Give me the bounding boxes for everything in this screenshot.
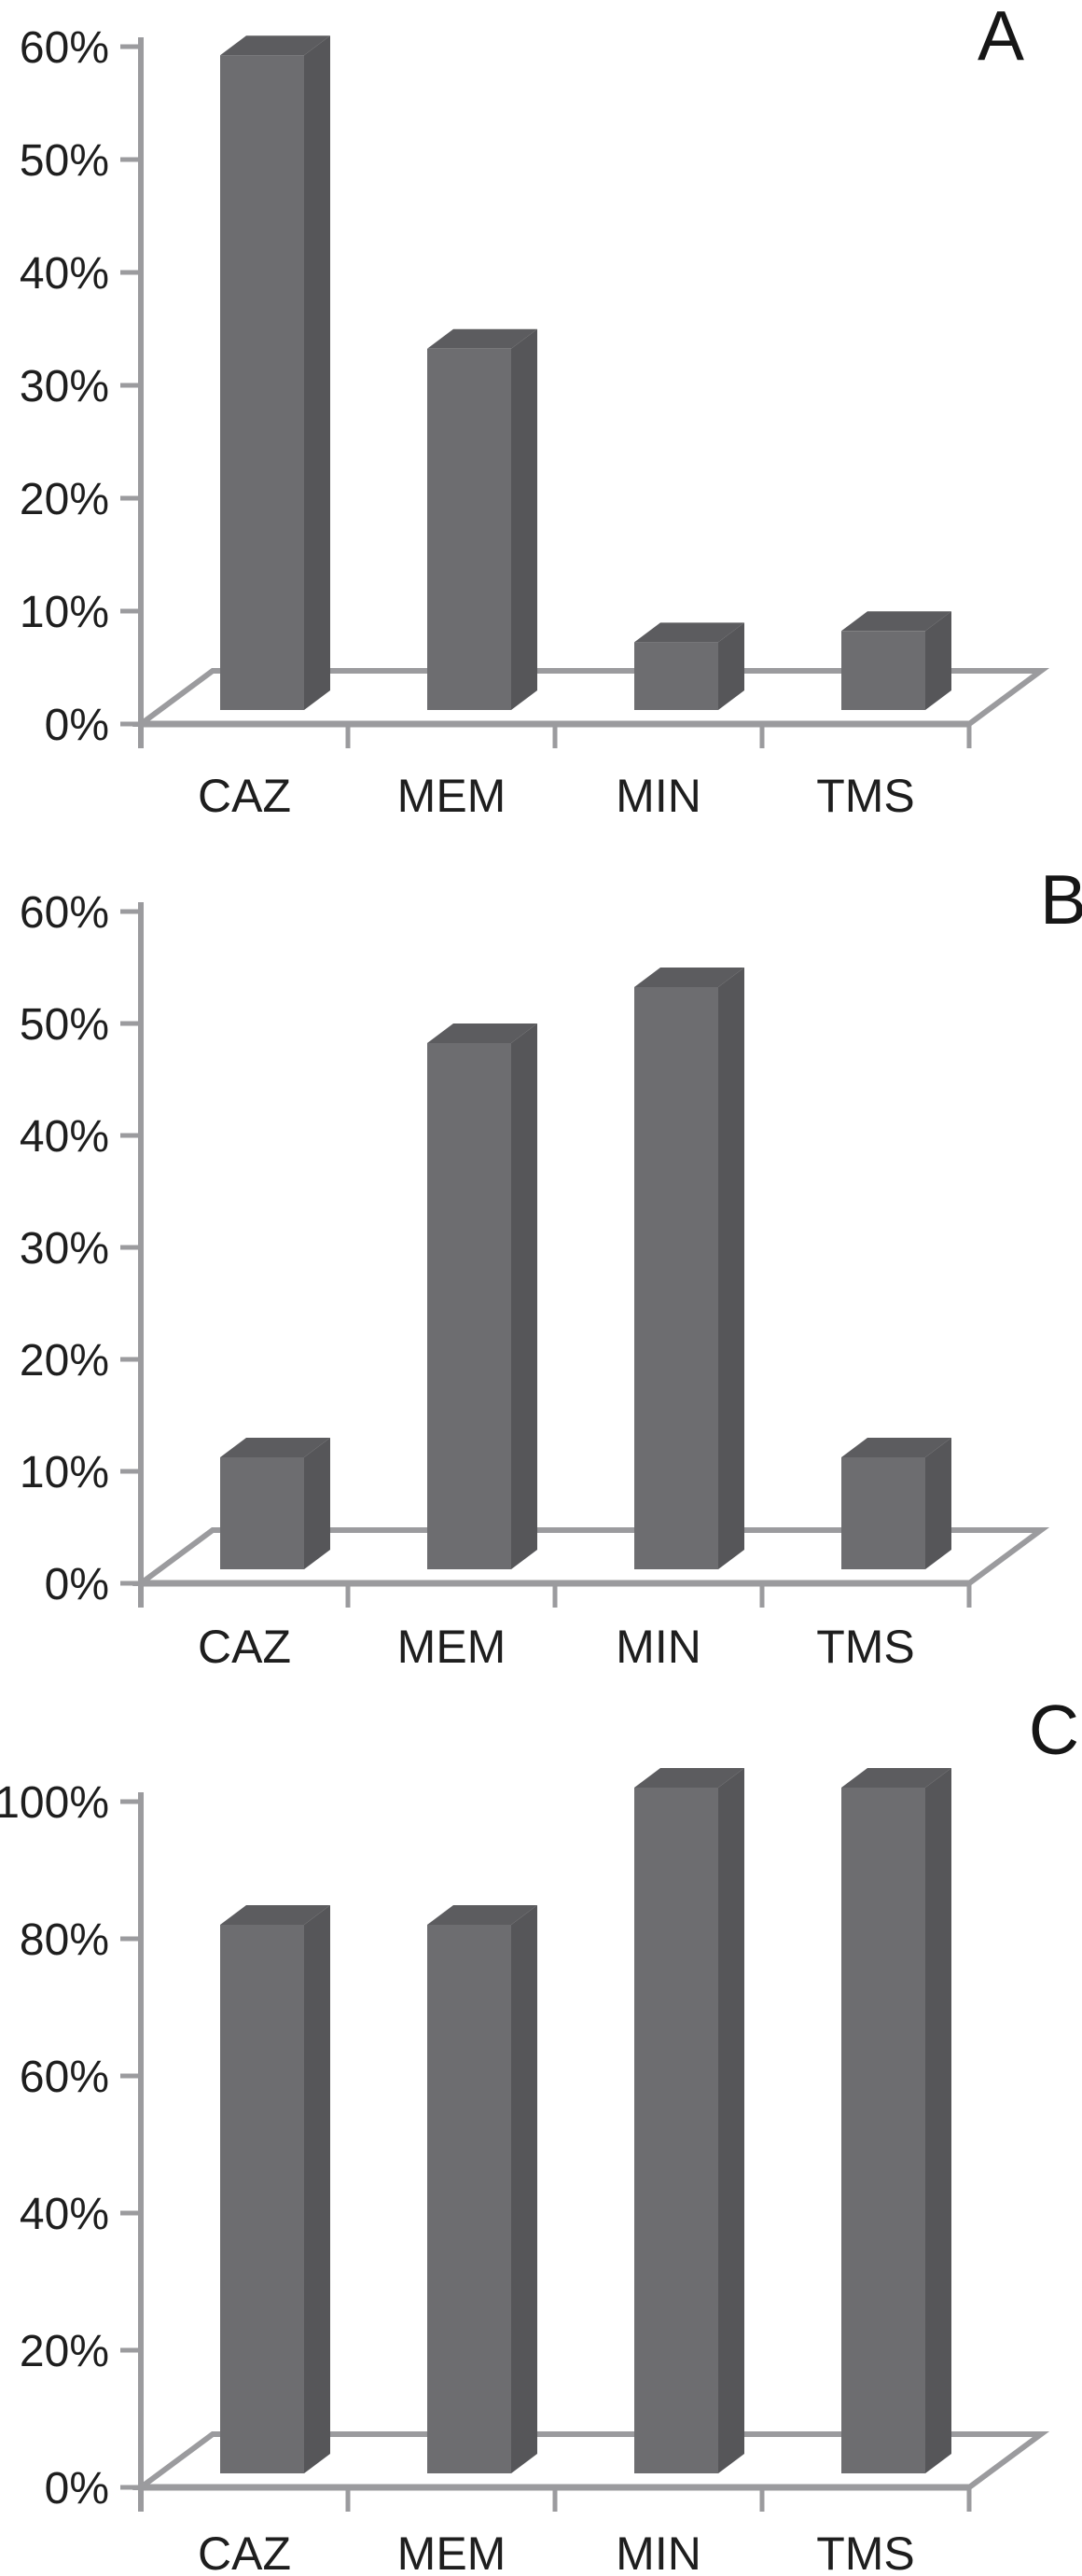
x-category-label-MEM: MEM — [397, 2527, 506, 2576]
bar-TMS — [841, 1768, 951, 2473]
y-tick-label-10%: 10% — [20, 588, 109, 637]
x-category-label-MIN: MIN — [616, 770, 701, 822]
bar-MEM — [427, 1905, 537, 2473]
bar-CAZ — [220, 1905, 330, 2473]
bar-side-face — [718, 622, 744, 710]
bar-side-face — [304, 1905, 330, 2473]
bar-MEM — [427, 328, 537, 710]
y-tick-label-30%: 30% — [20, 1224, 109, 1274]
x-category-label-TMS: TMS — [816, 2527, 915, 2576]
panel-A-chart: 0% 10% 20% 30% 40% 50% 60% CAZ MEM MIN TMS A — [20, 0, 1050, 822]
bar-MIN — [634, 968, 744, 1569]
bar-front-face — [220, 55, 304, 710]
bar-top-face — [220, 1438, 330, 1457]
bar-front-face — [220, 1457, 304, 1569]
bar-top-face — [634, 1768, 744, 1788]
y-tick-label-60%: 60% — [20, 888, 109, 938]
y-tick-label-50%: 50% — [20, 136, 109, 186]
bar-CAZ — [220, 1438, 330, 1569]
bar-front-face — [220, 1925, 304, 2473]
bar-front-face — [634, 642, 718, 710]
x-category-label-MIN: MIN — [616, 1621, 701, 1673]
x-category-label-CAZ: CAZ — [198, 1621, 291, 1673]
panel-letter-B: B — [1040, 860, 1082, 939]
panel-B-chart: 0% 10% 20% 30% 40% 50% 60% CAZ MEM MIN TMS B — [20, 860, 1082, 1673]
panel-C-chart: 0% 20% 40% 60% 80% 100% CAZ MEM MIN TMS C — [0, 1691, 1079, 2576]
bar-side-face — [511, 1023, 537, 1569]
x-category-label-CAZ: CAZ — [198, 770, 291, 822]
x-category-label-MEM: MEM — [397, 1621, 506, 1673]
y-tick-label-0%: 0% — [45, 1560, 109, 1609]
x-category-label-MEM: MEM — [397, 770, 506, 822]
y-tick-label-40%: 40% — [20, 1112, 109, 1162]
y-tick-label-0%: 0% — [45, 701, 109, 750]
y-tick-label-60%: 60% — [20, 23, 109, 73]
bar-top-face — [634, 968, 744, 987]
y-tick-label-40%: 40% — [20, 249, 109, 299]
x-category-label-TMS: TMS — [816, 1621, 915, 1673]
bar-front-face — [841, 631, 925, 710]
bar-side-face — [304, 35, 330, 710]
y-tick-label-30%: 30% — [20, 362, 109, 411]
bar-top-face — [634, 622, 744, 643]
y-tick-label-20%: 20% — [20, 2327, 109, 2376]
bar-side-face — [511, 1905, 537, 2473]
y-tick-label-10%: 10% — [20, 1448, 109, 1497]
y-tick-label-50%: 50% — [20, 1000, 109, 1050]
bar-front-face — [634, 987, 718, 1569]
panel-letter-C: C — [1029, 1691, 1079, 1769]
y-tick-label-20%: 20% — [20, 1336, 109, 1385]
x-category-label-CAZ: CAZ — [198, 2527, 291, 2576]
bar-CAZ — [220, 35, 330, 710]
y-tick-label-60%: 60% — [20, 2053, 109, 2102]
bar-front-face — [427, 1925, 511, 2473]
y-tick-label-100%: 100% — [0, 1778, 109, 1828]
bar-MIN — [634, 1768, 744, 2473]
bar-side-face — [304, 1438, 330, 1569]
x-category-label-TMS: TMS — [816, 770, 915, 822]
bar-side-face — [925, 1438, 951, 1569]
bar-front-face — [841, 1788, 925, 2473]
bar-top-face — [841, 1768, 951, 1788]
bar-side-face — [718, 968, 744, 1569]
y-tick-label-0%: 0% — [45, 2464, 109, 2513]
x-category-label-MIN: MIN — [616, 2527, 701, 2576]
y-tick-label-80%: 80% — [20, 1915, 109, 1965]
bar-side-face — [511, 328, 537, 710]
bar-top-face — [841, 1438, 951, 1457]
bar-top-face — [427, 328, 537, 349]
bar-top-face — [220, 35, 330, 56]
bar-top-face — [427, 1023, 537, 1043]
bar-front-face — [634, 1788, 718, 2473]
bar-side-face — [925, 1768, 951, 2473]
bar-TMS — [841, 1438, 951, 1569]
bar-top-face — [220, 1905, 330, 1925]
bar-TMS — [841, 611, 951, 710]
bar-front-face — [427, 1043, 511, 1569]
bar-front-face — [841, 1457, 925, 1569]
bar-side-face — [925, 611, 951, 710]
bar-MIN — [634, 622, 744, 710]
y-tick-label-20%: 20% — [20, 475, 109, 524]
bar-front-face — [427, 348, 511, 710]
bar-top-face — [841, 611, 951, 632]
panel-letter-A: A — [978, 0, 1024, 75]
bar-top-face — [427, 1905, 537, 1925]
bar-side-face — [718, 1768, 744, 2473]
y-tick-label-40%: 40% — [20, 2190, 109, 2239]
bar-MEM — [427, 1023, 537, 1569]
